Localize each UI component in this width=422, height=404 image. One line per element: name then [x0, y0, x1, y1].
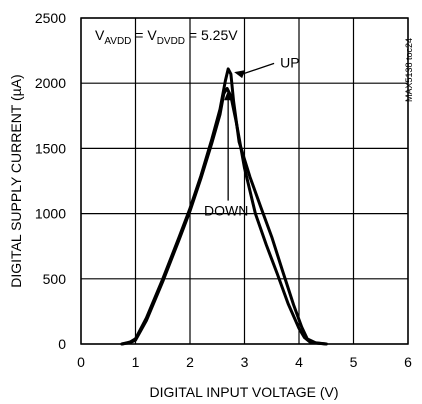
series-lines — [120, 67, 328, 346]
chart-id-label: MAX5138 toc24 — [404, 38, 414, 102]
annotation-down-label: DOWN — [204, 203, 248, 219]
annotation-up-arrowhead — [234, 70, 246, 79]
x-tick-label-4: 4 — [295, 354, 303, 370]
annotation-up-label: UP — [280, 54, 299, 70]
y-tick-label-3: 1500 — [35, 140, 66, 156]
x-axis-title: DIGITAL INPUT VOLTAGE (V) — [149, 384, 338, 400]
series-line-down — [120, 86, 328, 346]
tick-labels: 0 1 2 3 4 5 6 0 500 1000 1500 2000 2500 — [35, 10, 412, 370]
x-tick-label-3: 3 — [241, 354, 249, 370]
y-tick-label-2: 1000 — [35, 206, 66, 222]
plot-frame — [80, 17, 409, 345]
x-tick-label-5: 5 — [350, 354, 358, 370]
x-tick-label-1: 1 — [132, 354, 140, 370]
grid — [80, 17, 409, 345]
annotation-down-arrowhead — [224, 90, 233, 101]
condition-label: VAVDD = VDVDD = 5.25V — [95, 27, 238, 47]
y-tick-label-4: 2000 — [35, 75, 66, 91]
y-tick-label-0: 0 — [58, 336, 66, 352]
y-axis-title: DIGITAL SUPPLY CURRENT (µA) — [8, 74, 24, 287]
x-tick-label-6: 6 — [404, 354, 412, 370]
annotations: UP DOWN — [204, 54, 300, 218]
annotation-up-arrow-line — [241, 62, 275, 75]
y-tick-label-1: 500 — [43, 271, 67, 287]
x-tick-label-2: 2 — [186, 354, 194, 370]
y-tick-label-5: 2500 — [35, 10, 66, 26]
x-tick-label-0: 0 — [77, 354, 85, 370]
